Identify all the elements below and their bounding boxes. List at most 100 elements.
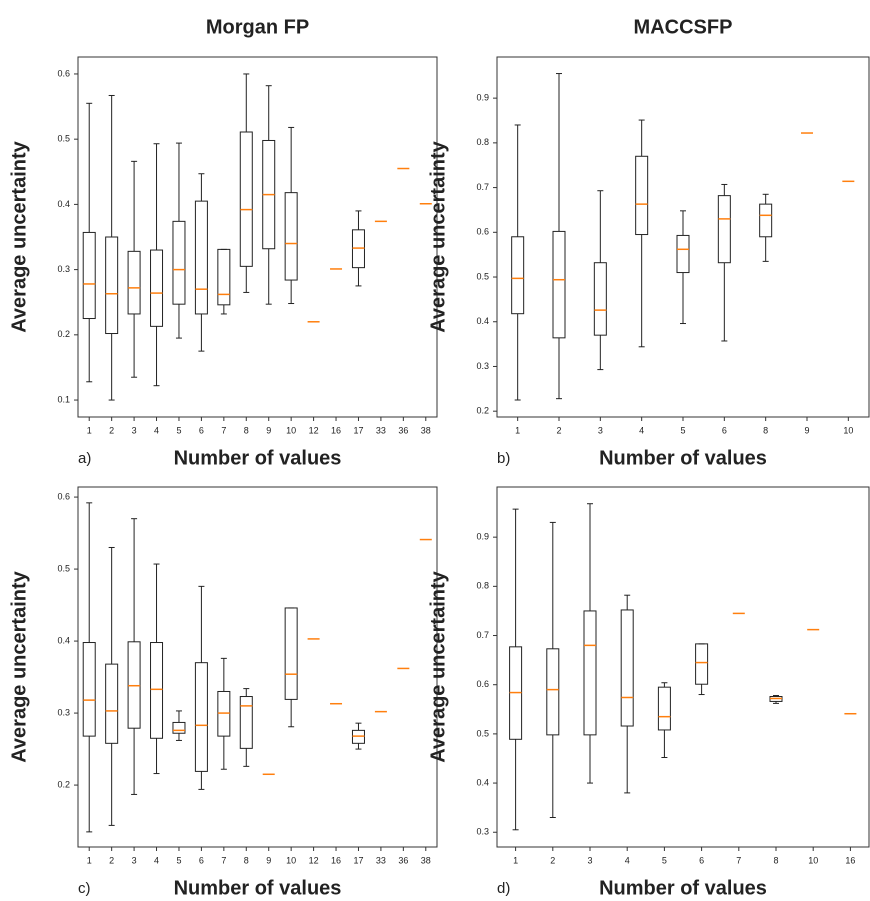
x-tick-label: 2 <box>550 855 555 865</box>
plot-frame <box>496 486 870 848</box>
y-tick-label: 0.8 <box>476 581 489 591</box>
x-tick-label: 1 <box>513 855 518 865</box>
x-tick-label: 36 <box>398 855 408 865</box>
box <box>172 721 186 734</box>
box <box>217 248 231 306</box>
x-tick-label: 1 <box>87 855 92 865</box>
box <box>172 220 186 305</box>
y-tick-label: 0.3 <box>57 707 70 717</box>
x-tick-label: 12 <box>309 855 319 865</box>
box <box>717 195 731 264</box>
x-tick-label: 2 <box>109 855 114 865</box>
panel-label: a) <box>78 450 91 467</box>
box <box>620 609 634 727</box>
x-tick-label: 4 <box>154 425 159 435</box>
box <box>583 610 597 736</box>
x-tick-label: 33 <box>376 855 386 865</box>
x-tick-label: 9 <box>266 855 271 865</box>
y-tick-label: 0.4 <box>476 777 489 787</box>
y-tick-label: 0.6 <box>57 491 70 501</box>
y-tick-label: 0.3 <box>476 361 489 371</box>
plot-frame <box>77 56 438 418</box>
x-tick-label: 6 <box>722 425 727 435</box>
box <box>194 200 208 315</box>
box <box>546 648 560 736</box>
panel-label: c) <box>78 880 91 897</box>
x-tick-label: 4 <box>625 855 630 865</box>
x-tick-label: 8 <box>244 855 249 865</box>
x-tick-label: 17 <box>353 855 363 865</box>
y-tick-label: 0.6 <box>476 679 489 689</box>
x-tick-label: 9 <box>804 425 809 435</box>
y-tick-label: 0.9 <box>476 532 489 542</box>
x-tick-label: 4 <box>154 855 159 865</box>
x-tick-label: 8 <box>773 855 778 865</box>
box <box>552 230 566 339</box>
x-tick-label: 6 <box>199 855 204 865</box>
box <box>105 663 119 744</box>
x-tick-label: 8 <box>763 425 768 435</box>
x-tick-label: 7 <box>221 425 226 435</box>
box <box>284 192 298 281</box>
y-tick-label: 0.6 <box>57 68 70 78</box>
panel: 0.3 0.4 0.5 0.6 0.7 0.8 0.9 Number of values d) A… <box>427 486 870 899</box>
y-tick-label: 0.5 <box>57 134 70 144</box>
y-tick-label: 0.3 <box>476 827 489 837</box>
box <box>105 236 119 335</box>
box <box>239 131 253 267</box>
x-tick-label: 7 <box>221 855 226 865</box>
panel-title: Morgan FP <box>206 16 309 38</box>
y-tick-label: 0.4 <box>57 199 70 209</box>
x-axis-label: Number of values <box>599 877 767 899</box>
y-tick-label: 0.4 <box>476 316 489 326</box>
x-tick-label: 4 <box>639 425 644 435</box>
x-tick-label: 3 <box>132 425 137 435</box>
box <box>284 607 298 700</box>
x-tick-label: 16 <box>331 425 341 435</box>
panel-label: d) <box>497 880 510 897</box>
x-tick-label: 10 <box>808 855 818 865</box>
x-tick-label: 33 <box>376 425 386 435</box>
panel: 0.2 0.3 0.4 0.5 0.6 Number of values c) Average… <box>8 486 438 899</box>
box <box>127 250 141 315</box>
x-tick-label: 9 <box>266 425 271 435</box>
x-tick-label: 10 <box>286 855 296 865</box>
x-axis-label: Number of values <box>174 447 342 469</box>
panel-title: MACCSFP <box>634 16 733 38</box>
y-tick-label: 0.5 <box>476 271 489 281</box>
x-axis-label: Number of values <box>174 877 342 899</box>
x-tick-label: 8 <box>244 425 249 435</box>
x-tick-label: 5 <box>680 425 685 435</box>
x-tick-label: 3 <box>587 855 592 865</box>
y-tick-label: 0.4 <box>57 635 70 645</box>
box <box>593 262 607 336</box>
x-tick-label: 5 <box>176 425 181 435</box>
box <box>511 236 525 315</box>
x-tick-label: 36 <box>398 425 408 435</box>
box <box>657 686 671 731</box>
box <box>759 203 773 238</box>
x-tick-label: 16 <box>845 855 855 865</box>
x-tick-label: 2 <box>109 425 114 435</box>
y-tick-label: 0.2 <box>57 329 70 339</box>
x-tick-label: 6 <box>199 425 204 435</box>
panel-label: b) <box>497 450 510 467</box>
x-tick-label: 1 <box>87 425 92 435</box>
box <box>676 234 690 274</box>
x-tick-label: 3 <box>132 855 137 865</box>
x-tick-label: 17 <box>353 425 363 435</box>
y-axis-label: Average uncertainty <box>427 570 449 762</box>
y-tick-label: 0.7 <box>476 182 489 192</box>
plot-frame <box>77 486 438 848</box>
y-tick-label: 0.7 <box>476 630 489 640</box>
x-tick-label: 1 <box>515 425 520 435</box>
x-tick-label: 5 <box>176 855 181 865</box>
y-axis-label: Average uncertainty <box>427 140 449 332</box>
y-tick-label: 0.3 <box>57 264 70 274</box>
panel: 0.2 0.3 0.4 0.5 0.6 0.7 0.8 0.9 MACCSFP Number of… <box>427 16 870 469</box>
box <box>150 642 164 739</box>
y-axis-label: Average uncertainty <box>8 140 30 332</box>
y-tick-label: 0.6 <box>476 227 489 237</box>
x-tick-label: 6 <box>699 855 704 865</box>
